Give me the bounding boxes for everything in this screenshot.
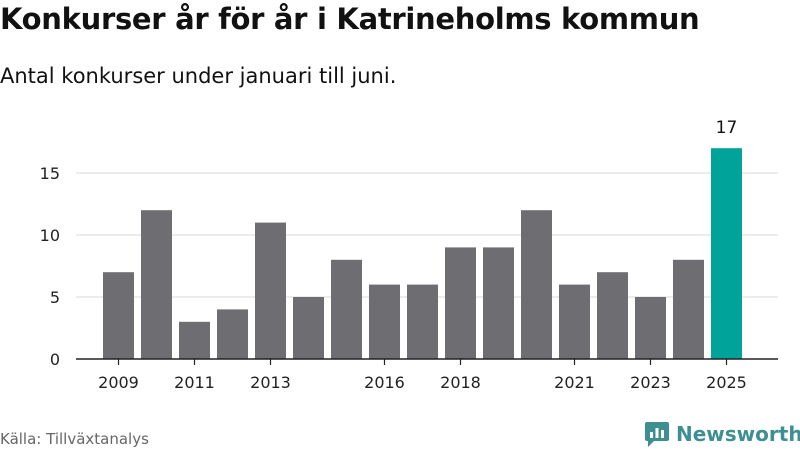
- bar-2019: [483, 247, 514, 359]
- axes: [76, 358, 778, 365]
- bar-2010: [141, 210, 172, 359]
- newsworthy-logo-icon: [645, 422, 669, 447]
- bars: [103, 148, 742, 359]
- bar-2014: [293, 297, 324, 359]
- grid-lines: [76, 172, 778, 298]
- bar-2017: [407, 284, 438, 359]
- bar-2016: [369, 284, 400, 359]
- y-tick-label: 0: [50, 350, 60, 369]
- bar-2020: [521, 210, 552, 359]
- x-tick-label: 2023: [630, 373, 671, 392]
- y-tick-label: 15: [40, 164, 60, 183]
- y-tick-label: 5: [50, 288, 60, 307]
- chart-subtitle: Antal konkurser under januari till juni.: [0, 64, 397, 88]
- x-tick-label: 2011: [174, 373, 215, 392]
- x-tick-label: 2018: [440, 373, 481, 392]
- x-tick-label: 2025: [706, 373, 747, 392]
- bar-2013: [255, 222, 286, 359]
- brand-logo: Newsworthy: [644, 420, 800, 448]
- y-tick-label: 10: [40, 226, 60, 245]
- x-tick-label: 2013: [250, 373, 291, 392]
- x-tick-label: 2009: [98, 373, 139, 392]
- x-tick-label: 2021: [554, 373, 595, 392]
- bar-2023: [635, 297, 666, 359]
- bar-2015: [331, 259, 362, 359]
- labels: 0 5 10 15 2009 2011 2013 2016 2018 2021 2023 2025 17: [40, 118, 747, 392]
- bar-2009: [103, 272, 134, 359]
- bar-2022: [597, 272, 628, 359]
- x-tick-label: 2016: [364, 373, 405, 392]
- bar-2021: [559, 284, 590, 359]
- bar-2012: [217, 309, 248, 359]
- bar-2024: [673, 259, 704, 359]
- brand-name: Newsworthy: [676, 422, 800, 446]
- bar-2018: [445, 247, 476, 359]
- bar-2011: [179, 321, 210, 359]
- chart-title: Konkurser år för år i Katrineholms kommu…: [0, 2, 700, 36]
- bar-2025: [711, 148, 742, 359]
- data-label: 17: [716, 118, 738, 138]
- source-note: Källa: Tillväxtanalys: [0, 430, 149, 448]
